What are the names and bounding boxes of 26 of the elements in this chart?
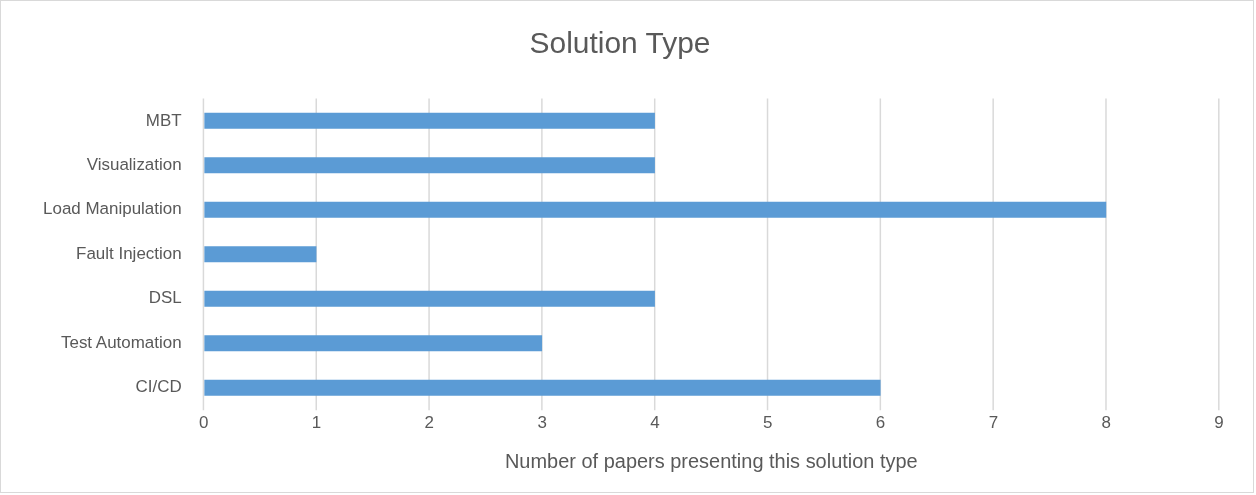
x-axis-title: Number of papers presenting this solution type [504,449,918,472]
y-tick-label: CI/CD [135,377,182,397]
x-tick-label: 5 [763,412,773,432]
y-tick-label: Fault Injection [76,243,182,263]
x-tick-label: 7 [988,412,999,432]
x-tick-label: 6 [875,412,886,432]
x-tick-label: 2 [424,412,434,432]
bar [204,379,881,396]
bar [204,335,543,352]
y-tick-label: Test Automation [60,332,182,352]
x-tick-label: 3 [537,412,547,432]
bar [204,157,655,174]
x-tick-label: 4 [650,412,660,432]
y-tick-label: DSL [148,288,182,308]
x-tick-label: 8 [1101,412,1111,432]
y-tick-label: Visualization [86,155,182,174]
bar [204,201,1107,218]
y-tick-label: MBT [145,110,182,130]
chart-title: Solution Type [529,26,711,60]
y-tick-label: Load Manipulation [43,199,182,219]
bar [204,112,655,129]
x-tick-label: 1 [311,412,322,432]
bar [204,246,317,263]
bar [204,290,655,307]
x-tick-label: 0 [198,412,209,432]
x-tick-label: 9 [1214,412,1224,432]
